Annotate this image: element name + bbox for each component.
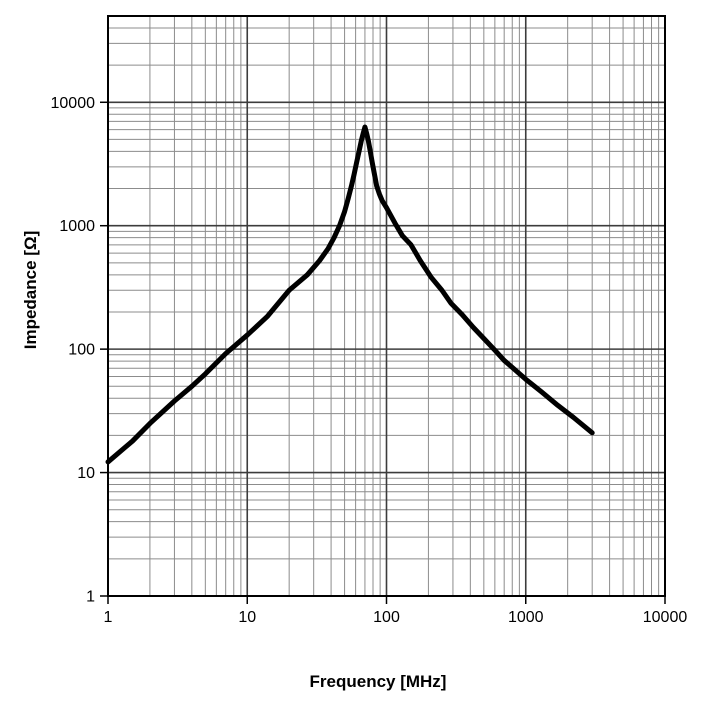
x-tick-label: 1000 [508,609,544,626]
y-tick-label: 1 [86,589,95,606]
x-tick-label: 10000 [643,609,688,626]
y-axis-title: Impedance [Ω] [21,230,40,350]
y-tick-label: 10000 [51,95,96,112]
grid-minor [108,15,665,596]
x-tick-label: 100 [373,609,400,626]
axis-ticks [100,101,666,604]
y-tick-label: 100 [68,342,95,359]
x-tick-label: 1 [104,609,113,626]
impedance-curve [105,124,595,465]
y-tick-label: 1000 [59,218,95,235]
x-axis-title: Frequency [MHz] [309,672,447,691]
x-tick-label: 10 [238,609,256,626]
y-tick-label: 10 [77,465,95,482]
axis-tick-labels: 1 10 100 1000 10000 1 10 100 1000 10000 [51,95,688,626]
